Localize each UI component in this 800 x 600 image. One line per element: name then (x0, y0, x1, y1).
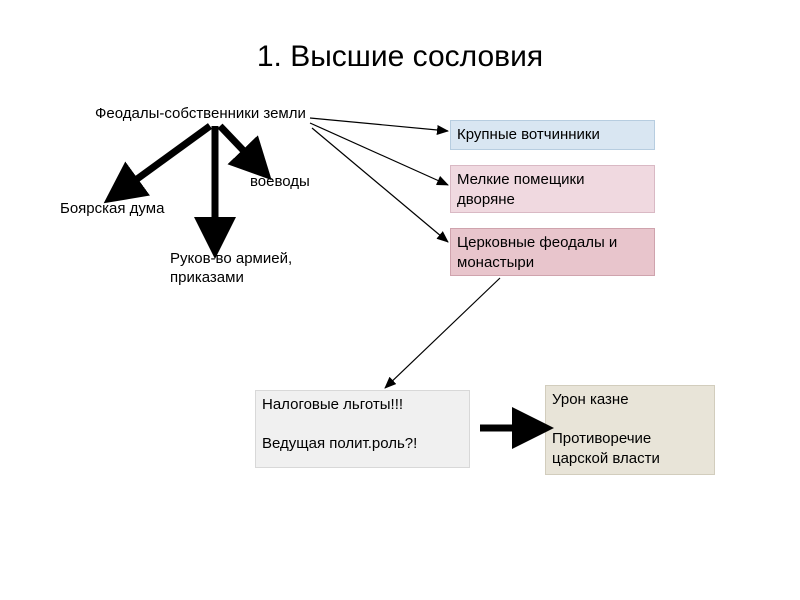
box-votchin: Крупные вотчинники (450, 120, 655, 150)
box-nalog: Налоговые льготы!!!Ведущая полит.роль?! (255, 390, 470, 468)
arrow-thick (115, 126, 210, 195)
arrow-thick (220, 126, 262, 170)
arrow-thin (385, 278, 500, 388)
box-pomesh: Мелкие помещикидворяне (450, 165, 655, 213)
box-church: Церковные феодалы имонастыри (450, 228, 655, 276)
page-title: 1. Высшие сословия (0, 40, 800, 74)
box-uron: Урон казнеПротиворечиецарской власти (545, 385, 715, 475)
arrow-thin (312, 128, 448, 242)
node-voevody: воеводы (250, 173, 310, 192)
node-feudals: Феодалы-собственники земли (95, 105, 306, 124)
arrow-thin (310, 123, 448, 185)
node-rukov: Руков-во армией,приказами (170, 250, 292, 288)
arrow-thin (310, 118, 448, 131)
node-boyar: Боярская дума (60, 200, 164, 219)
arrows-layer (0, 0, 800, 600)
